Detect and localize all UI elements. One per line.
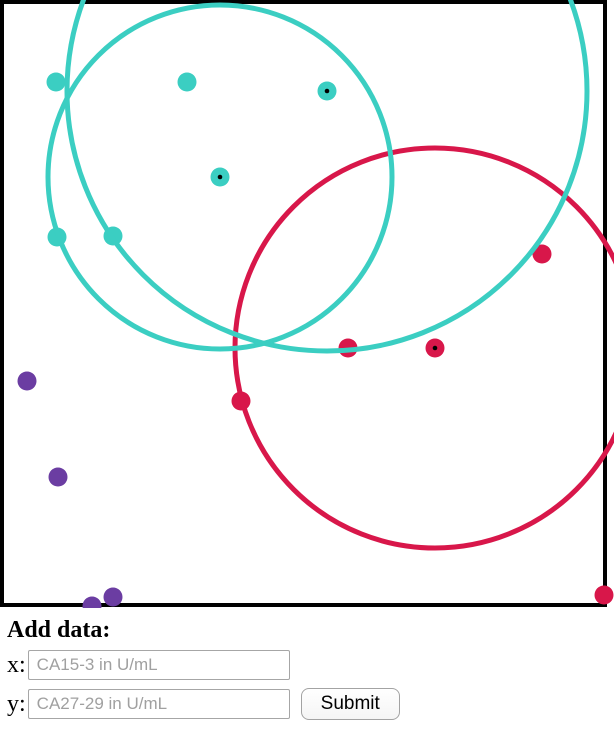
- cluster-teal-point: [177, 72, 197, 92]
- y-input[interactable]: [27, 689, 290, 719]
- y-label: y:: [7, 690, 26, 717]
- submit-button[interactable]: Submit: [300, 688, 400, 720]
- cluster-purple-point: [48, 467, 68, 487]
- centroid-dot: [432, 345, 438, 351]
- x-input[interactable]: [27, 650, 290, 680]
- plot-border: [0, 0, 607, 607]
- y-input-row: y: Submit: [7, 688, 614, 720]
- cluster-scatter-plot: [0, 0, 614, 608]
- cluster-red-point: [594, 585, 614, 605]
- centroid-dot: [217, 174, 223, 180]
- cluster-purple-point: [103, 587, 123, 607]
- cluster-purple-point: [17, 371, 37, 391]
- form-heading: Add data:: [7, 617, 111, 643]
- teal-cluster-circle-2: [64, 0, 590, 354]
- cluster-teal-point: [46, 72, 66, 92]
- teal-cluster-circle-1: [45, 2, 395, 352]
- x-input-row: x:: [7, 650, 614, 680]
- cluster-purple-point: [82, 596, 102, 608]
- x-label: x:: [7, 651, 26, 678]
- centroid-dot: [324, 88, 330, 94]
- cluster-red-point: [532, 244, 552, 264]
- add-data-form: Add data: x: y: Submit: [7, 617, 614, 720]
